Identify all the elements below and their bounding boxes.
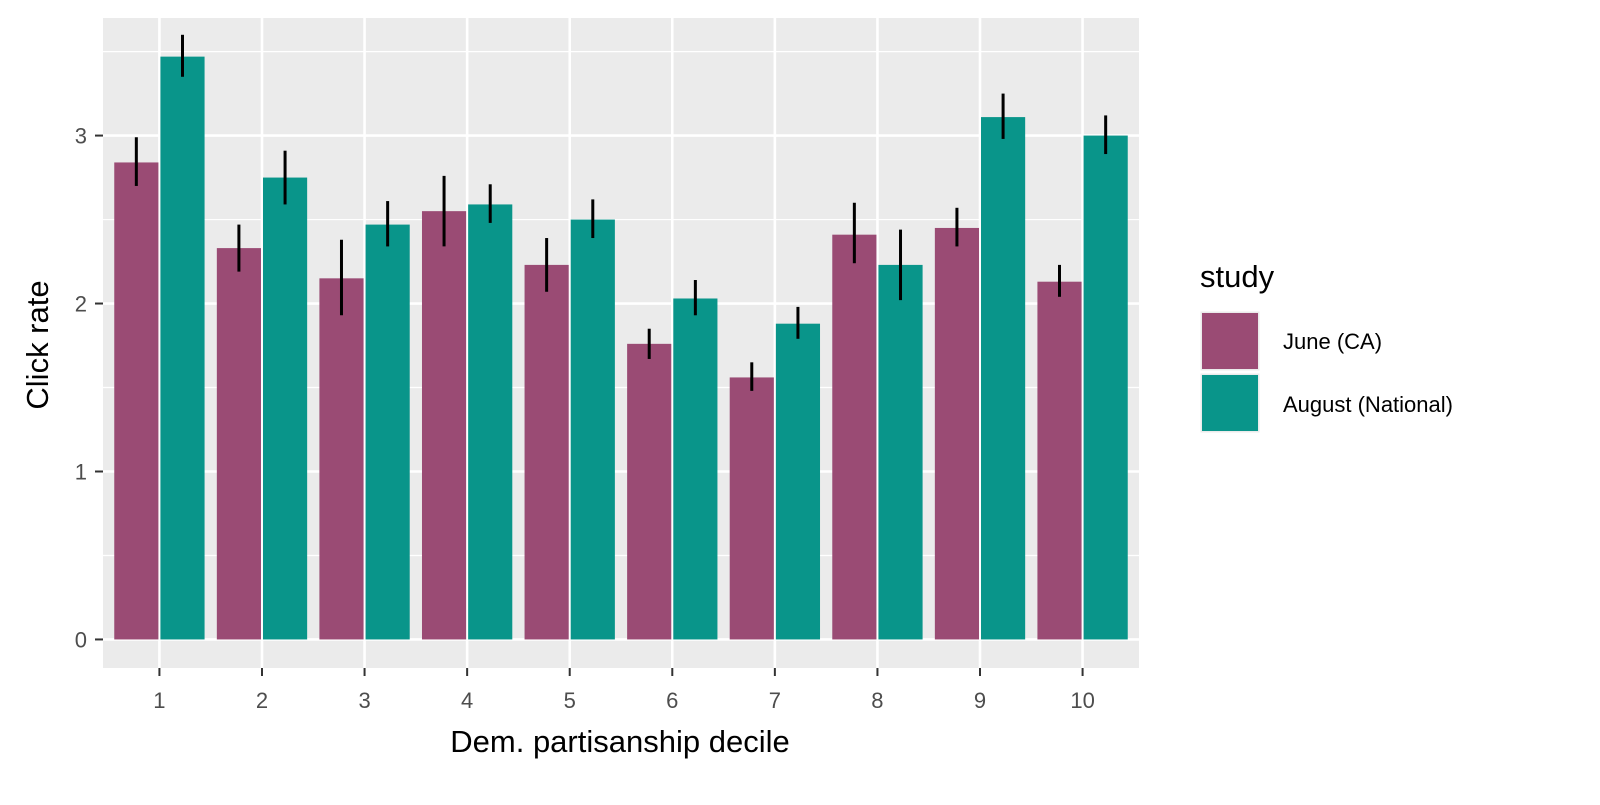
x-tick-label: 7 [769,688,781,713]
legend-label-august: August (National) [1283,392,1453,417]
x-axis-title: Dem. partisanship decile [450,724,789,759]
bar-june-decile-4 [421,211,467,640]
bar-august-decile-10 [1083,135,1128,640]
bar-august-decile-3 [365,224,410,640]
x-tick-label: 10 [1070,688,1094,713]
bar-august-decile-4 [468,204,513,640]
bar-august-decile-1 [160,56,205,640]
bar-august-decile-5 [570,219,615,640]
bar-june-decile-2 [216,248,261,640]
bar-june-decile-3 [319,278,364,640]
x-tick-label: 6 [666,688,678,713]
x-tick-label: 1 [153,688,165,713]
bar-august-decile-8 [878,264,923,640]
x-tick-label: 9 [974,688,986,713]
bar-august-decile-6 [673,298,718,640]
bar-june-decile-7 [729,377,774,640]
x-tick-label: 5 [564,688,576,713]
error-bars [134,34,1108,391]
bar-august-decile-7 [775,323,821,640]
x-tick-label: 3 [358,688,370,713]
legend-label-june: June (CA) [1283,329,1382,354]
legend-swatch-august [1202,375,1258,431]
bar-june-decile-10 [1037,281,1082,640]
y-tick-label: 2 [75,292,87,317]
bars [114,56,1128,640]
bar-june-decile-9 [934,227,980,640]
axes: 0 1 2 3 1 2 3 4 5 6 7 8 9 10 [75,124,1095,713]
bar-june-decile-1 [114,162,159,640]
bar-june-decile-6 [627,343,672,640]
bar-august-decile-2 [262,177,308,640]
bar-june-decile-5 [524,264,569,640]
bar-june-decile-8 [832,234,877,640]
y-tick-label: 0 [75,627,87,652]
x-tick-label: 8 [871,688,883,713]
y-tick-label: 1 [75,459,87,484]
x-tick-label: 2 [256,688,268,713]
legend-swatch-june [1202,313,1258,369]
y-axis-title: Click rate [20,280,55,409]
y-tick-label: 3 [75,124,87,149]
x-tick-label: 4 [461,688,473,713]
legend: study June (CA) August (National) [1199,259,1453,434]
bar-august-decile-9 [981,117,1026,640]
legend-title: study [1200,259,1275,294]
